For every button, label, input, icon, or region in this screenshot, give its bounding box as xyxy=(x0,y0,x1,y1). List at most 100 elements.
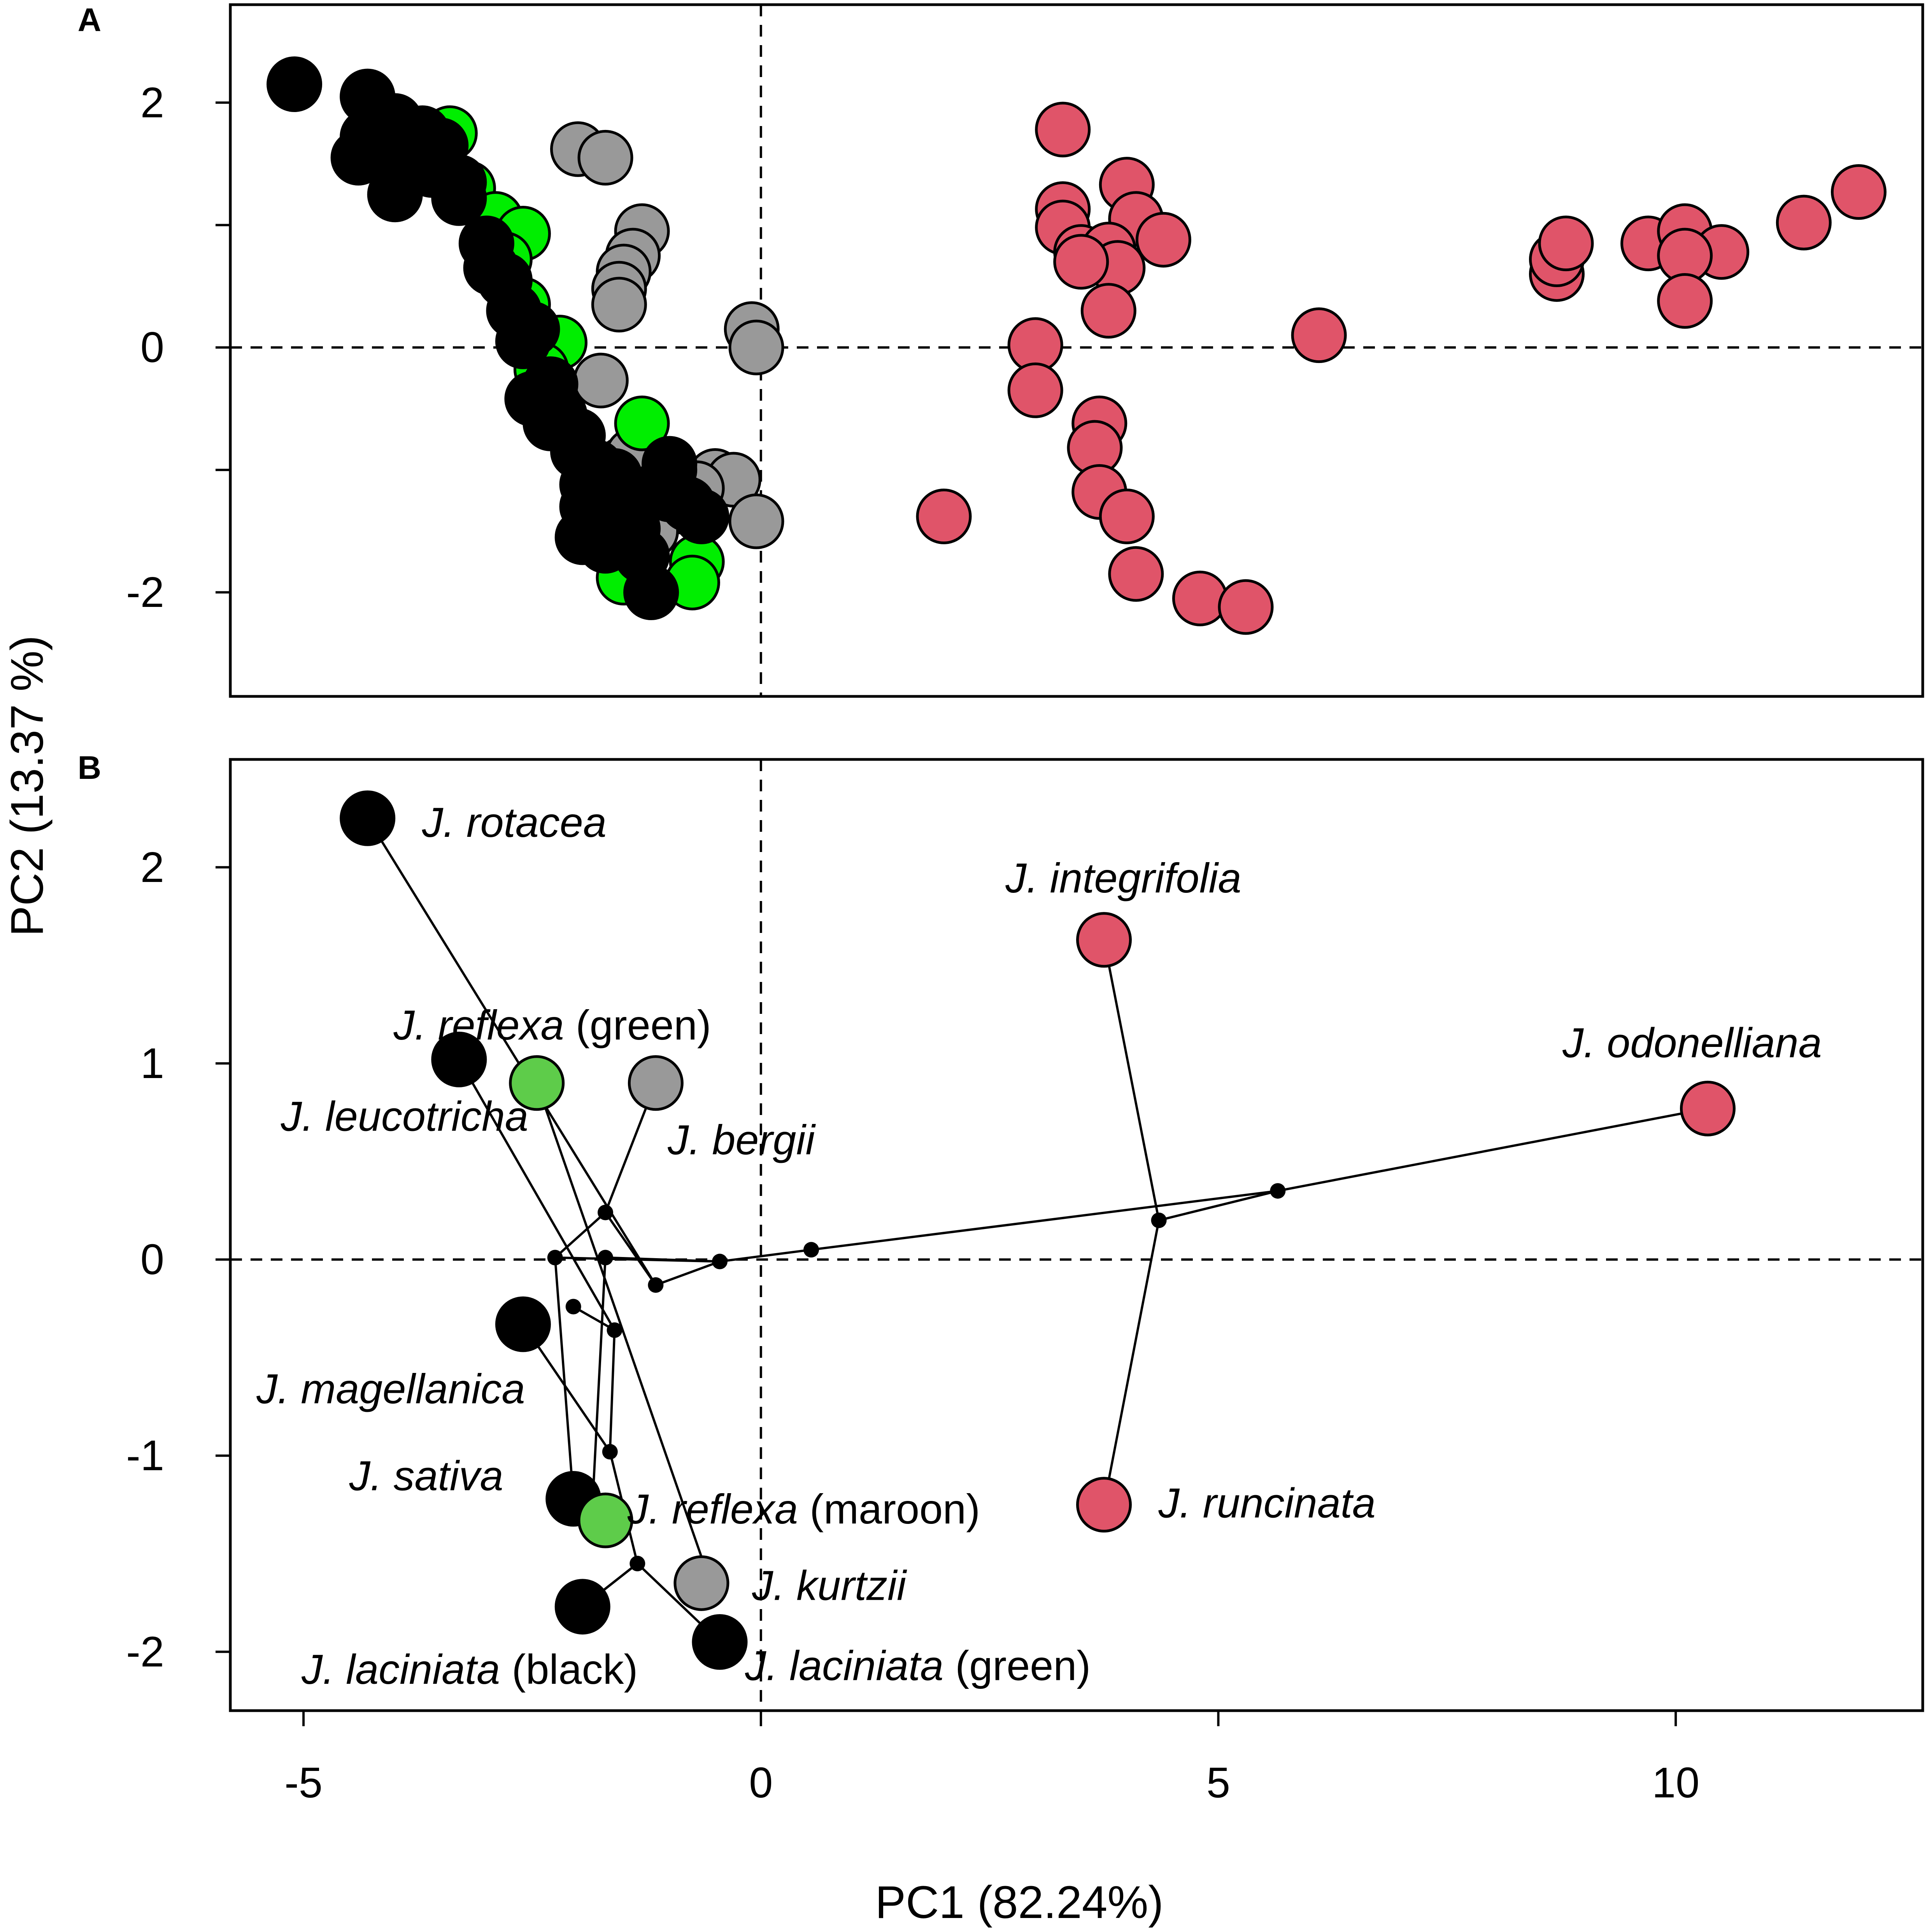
data-point-red xyxy=(1035,102,1091,158)
species-point xyxy=(495,1296,551,1352)
species-name: J. rotacea xyxy=(422,799,607,846)
tree-edge xyxy=(554,1257,575,1499)
species-name: J. bergii xyxy=(667,1116,816,1163)
data-point-gray xyxy=(577,130,633,186)
tree-node xyxy=(565,1299,581,1315)
x-axis: -5 0 5 10 xyxy=(284,1709,1699,1807)
data-point-black xyxy=(495,313,551,369)
tree-node xyxy=(602,1444,618,1460)
data-point-red xyxy=(1776,195,1832,251)
species-name: J. kurtzii xyxy=(752,1562,907,1609)
data-point-red xyxy=(1831,164,1887,220)
species-name: J. sativa xyxy=(349,1452,503,1499)
species-label: J. leucotricha xyxy=(281,1092,528,1140)
species-variant: (black) xyxy=(500,1645,638,1692)
tree-edge xyxy=(1277,1107,1708,1192)
data-point-black xyxy=(431,170,487,226)
species-name: J. reflexa xyxy=(627,1485,798,1532)
panel-a-y-axis: 2 0 -2 xyxy=(126,79,230,616)
tree-edge xyxy=(1158,1190,1278,1222)
panel-b-frame xyxy=(229,758,1924,1712)
y-axis-title: PC2 (13.37 %) xyxy=(2,635,53,936)
species-label: J. integrifolia xyxy=(1005,854,1241,901)
tree-edge xyxy=(1103,940,1160,1221)
y-tick-label: -2 xyxy=(126,568,164,616)
data-point-red xyxy=(1657,273,1713,329)
tree-edge xyxy=(1103,1220,1160,1505)
species-name: J. odonelliana xyxy=(1562,1019,1822,1066)
x-tick-label: 0 xyxy=(749,1759,773,1807)
species-name: J. leucotricha xyxy=(281,1092,528,1140)
y-tick-label: 0 xyxy=(140,1236,164,1283)
tree-edge xyxy=(590,1257,607,1521)
tree-node xyxy=(648,1277,664,1293)
data-point-red xyxy=(1218,579,1274,635)
species-point xyxy=(1076,1477,1132,1533)
species-variant: (green) xyxy=(564,1001,711,1048)
tree-edge xyxy=(554,1211,607,1259)
species-point xyxy=(628,1055,684,1111)
tree-node xyxy=(547,1250,563,1266)
y-tick-label: 2 xyxy=(140,843,164,891)
tree-node xyxy=(712,1254,728,1269)
data-point-red xyxy=(1172,570,1228,626)
data-point-gray xyxy=(591,277,647,333)
species-variant: (green) xyxy=(943,1642,1091,1689)
tree-edge xyxy=(605,1256,720,1263)
y-tick-label: 2 xyxy=(140,79,164,126)
species-variant: (maroon) xyxy=(798,1485,980,1532)
species-name: J. runcinata xyxy=(1158,1479,1376,1526)
data-point-red xyxy=(1291,307,1347,363)
species-label: J. odonelliana xyxy=(1562,1019,1822,1066)
data-point-gray xyxy=(728,319,784,375)
y-tick-label: -2 xyxy=(126,1628,164,1676)
species-point xyxy=(673,1555,729,1611)
y-tick-label: -1 xyxy=(126,1432,164,1480)
species-point xyxy=(577,1492,633,1548)
tree-edge xyxy=(604,1211,657,1286)
x-tick-label: 10 xyxy=(1652,1759,1699,1807)
data-point-green xyxy=(614,395,670,451)
species-name: J. reflexa xyxy=(393,1001,564,1048)
data-point-gray xyxy=(728,493,784,549)
tree-edge xyxy=(573,1305,615,1331)
species-points: J. rotacea J. integrifolia J. odonelliana J… xyxy=(256,790,1822,1692)
tree-node xyxy=(607,1322,622,1338)
species-point xyxy=(692,1614,748,1670)
tree-edge xyxy=(608,1330,616,1452)
panel-a-frame xyxy=(229,3,1924,698)
x-tick-label: 5 xyxy=(1206,1759,1230,1807)
species-label: J. reflexa (maroon) xyxy=(627,1485,980,1532)
species-label: J. rotacea xyxy=(422,799,607,846)
data-point-black xyxy=(367,167,423,223)
species-label: J. bergii xyxy=(667,1116,816,1163)
x-axis-title: PC1 (82.24%) xyxy=(875,1877,1163,1928)
data-point-red xyxy=(1135,212,1191,268)
tree-edge xyxy=(655,1260,721,1286)
species-label: J. magellanica xyxy=(256,1365,525,1412)
data-point-red xyxy=(1099,488,1155,544)
species-point xyxy=(1076,912,1132,968)
tree-node xyxy=(598,1250,614,1266)
data-point-red xyxy=(1053,234,1109,290)
data-point-black xyxy=(330,130,386,186)
species-label: J. runcinata xyxy=(1158,1479,1376,1526)
species-point xyxy=(509,1055,565,1111)
species-name: J. laciniata xyxy=(301,1645,500,1692)
tree-node xyxy=(1270,1183,1286,1199)
panel-b-data: J. rotacea J. integrifolia J. odonelliana J… xyxy=(230,759,1923,1711)
tree-edge xyxy=(458,1059,616,1331)
data-point-red xyxy=(916,488,972,544)
panel-b: J. rotacea J. integrifolia J. odonelliana J… xyxy=(78,749,1924,1712)
panel-b-letter: B xyxy=(78,749,102,786)
data-point-black xyxy=(267,56,323,112)
series-red xyxy=(916,102,1887,635)
y-tick-label: 0 xyxy=(140,324,164,372)
y-tick-label: 1 xyxy=(140,1040,164,1087)
data-point-black xyxy=(673,488,729,544)
data-point-red xyxy=(1007,362,1063,418)
species-point xyxy=(1680,1080,1736,1136)
species-name: J. magellanica xyxy=(256,1365,525,1412)
tree-node xyxy=(598,1204,614,1220)
